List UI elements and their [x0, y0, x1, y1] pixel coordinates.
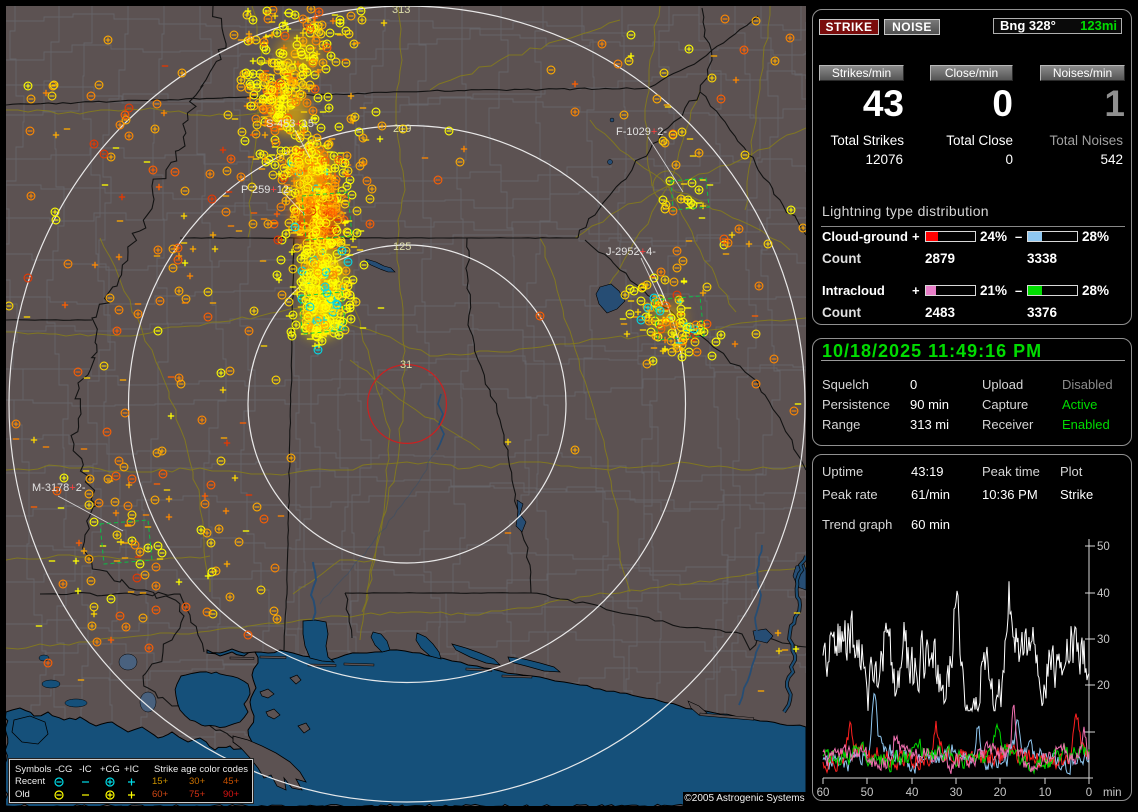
svg-text:F-1029+2-: F-1029+2-: [616, 126, 667, 138]
svg-text:125: 125: [393, 241, 411, 253]
svg-text:min: min: [1103, 787, 1122, 799]
svg-text:J-2952+4-: J-2952+4-: [606, 246, 656, 258]
svg-text:0: 0: [1086, 787, 1092, 799]
svg-text:20: 20: [1097, 680, 1110, 692]
svg-text:31: 31: [400, 359, 412, 371]
svg-text:40: 40: [1097, 588, 1110, 600]
svg-text:60: 60: [817, 787, 830, 799]
svg-text:40: 40: [906, 787, 919, 799]
svg-text:30: 30: [950, 787, 963, 799]
svg-text:313: 313: [392, 4, 410, 16]
svg-text:50: 50: [861, 787, 874, 799]
svg-text:30: 30: [1097, 634, 1110, 646]
svg-text:10: 10: [1039, 787, 1052, 799]
svg-text:P-259+12-: P-259+12-: [241, 184, 293, 196]
svg-text:50: 50: [1097, 541, 1110, 553]
svg-text:M-3178+2-: M-3178+2-: [32, 482, 86, 494]
svg-text:20: 20: [994, 787, 1007, 799]
svg-text:S-453+15-: S-453+15-: [266, 118, 318, 130]
